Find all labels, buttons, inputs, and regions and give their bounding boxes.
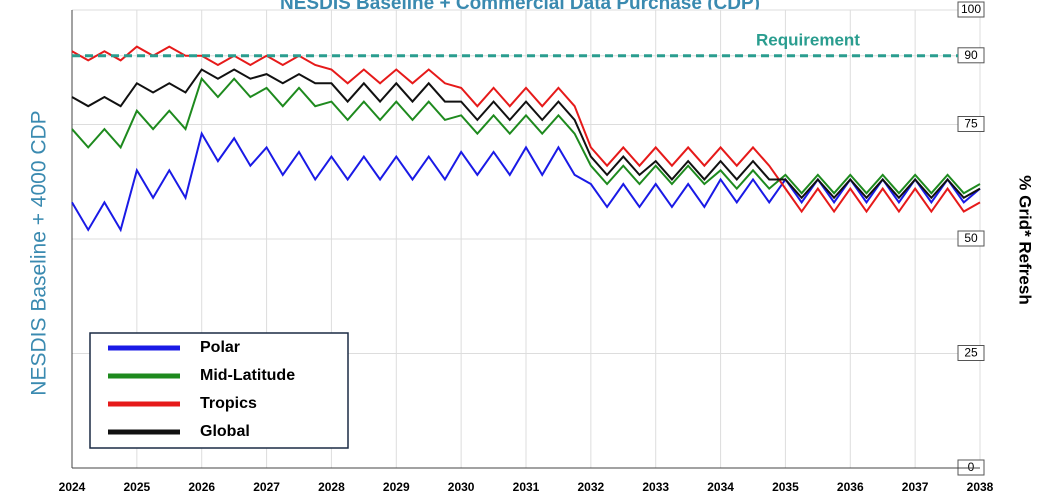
legend-label: Global <box>200 423 250 440</box>
legend-label: Tropics <box>200 395 257 412</box>
x-tick-label: 2029 <box>383 480 410 494</box>
x-tick-label: 2033 <box>642 480 669 494</box>
x-tick-label: 2028 <box>318 480 345 494</box>
y-tick-box <box>957 230 985 247</box>
y-tick-label: 25 <box>964 346 978 360</box>
x-tick-label: 2024 <box>59 480 86 494</box>
x-tick-label: 2032 <box>578 480 605 494</box>
y-tick-box <box>957 1 985 18</box>
y-tick-label: 90 <box>964 48 978 62</box>
requirement-label: Requirement <box>756 30 860 49</box>
x-tick-label: 2037 <box>902 480 929 494</box>
x-tick-label: 2035 <box>772 480 799 494</box>
legend-label: Mid-Latitude <box>200 367 295 384</box>
series-line <box>71 76 981 195</box>
legend-box <box>89 332 349 449</box>
y-tick-label: 100 <box>961 2 981 16</box>
x-tick-label: 2025 <box>124 480 151 494</box>
legend-label: Polar <box>200 339 240 356</box>
x-tick-label: 2034 <box>707 480 734 494</box>
y-tick-box <box>957 116 985 132</box>
y-tick-label: 0 <box>968 460 975 474</box>
x-tick-label: 2038 <box>967 480 994 494</box>
left-axis-label: NESDIS Baseline + 4000 CDP <box>28 110 51 395</box>
series-line <box>71 68 981 200</box>
x-tick-label: 2030 <box>448 480 475 494</box>
y-tick-label: 75 <box>964 117 978 131</box>
x-tick-label: 2036 <box>837 480 864 494</box>
series-line <box>71 45 981 214</box>
right-axis-label: % Grid* Refresh <box>1016 175 1035 304</box>
x-tick-label: 2027 <box>253 480 280 494</box>
series-line <box>71 131 981 233</box>
y-tick-box <box>957 345 985 361</box>
x-tick-label: 2026 <box>188 480 215 494</box>
x-tick-label: 2031 <box>513 480 540 494</box>
y-tick-label: 50 <box>964 231 978 245</box>
